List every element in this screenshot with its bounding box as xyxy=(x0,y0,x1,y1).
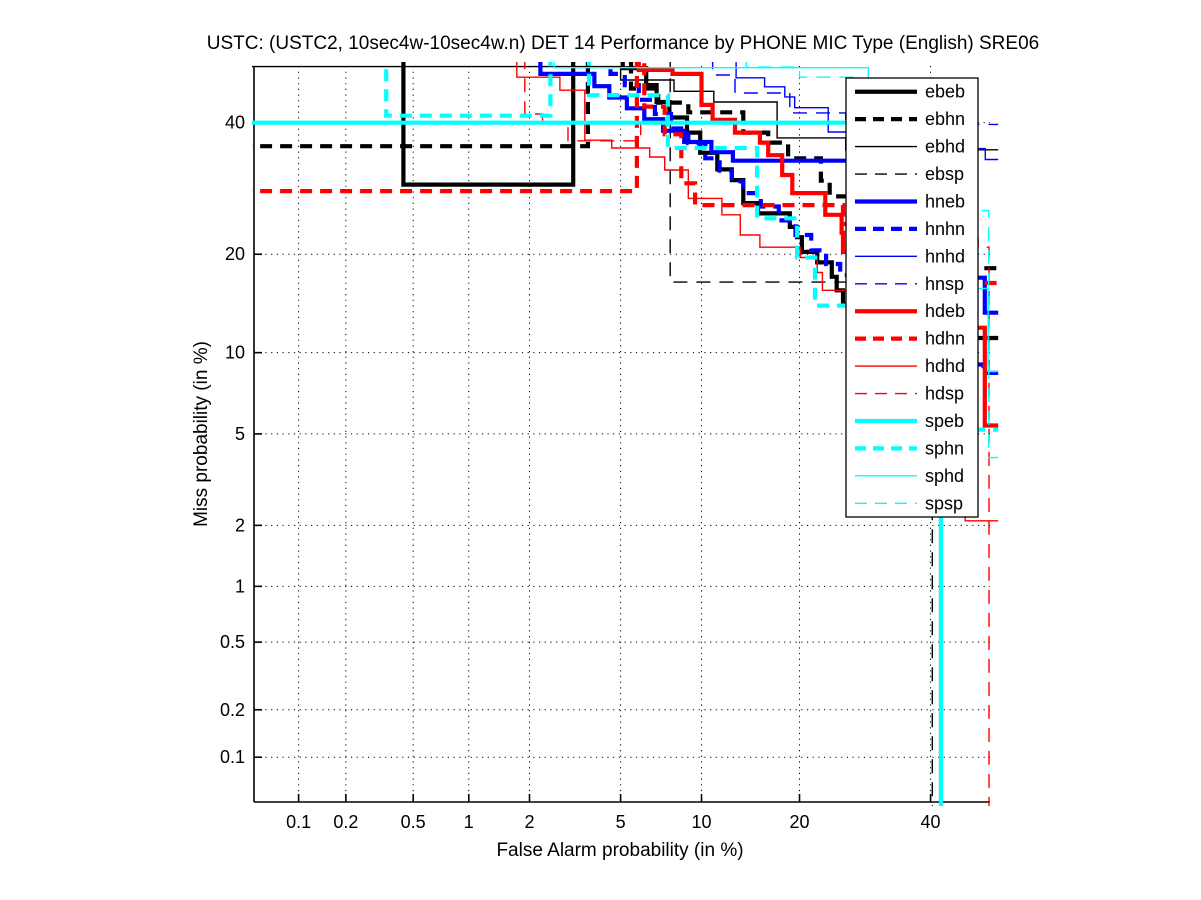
legend-entry-ebhn: ebhn xyxy=(855,109,965,129)
legend-entry-hnhd: hnhd xyxy=(855,246,965,266)
legend-entry-ebhd: ebhd xyxy=(855,137,965,157)
x-tick-label: 5 xyxy=(616,812,626,832)
legend: ebeb ebhn ebhd ebsp hneb hnhn hnhd hnsp hdeb hdhn… xyxy=(845,77,979,518)
legend-entry-hdhd: hdhd xyxy=(855,356,965,376)
curve-ebsp xyxy=(669,62,933,806)
legend-label-hdsp: hdsp xyxy=(925,384,964,404)
legend-label-hnsp: hnsp xyxy=(925,274,964,294)
x-tick-label: 40 xyxy=(921,812,941,832)
x-tick-label: 10 xyxy=(692,812,712,832)
x-tick-label: 2 xyxy=(524,812,534,832)
x-axis-label: False Alarm probability (in %) xyxy=(496,840,744,861)
x-tick-label: 20 xyxy=(790,812,810,832)
legend-label-hdeb: hdeb xyxy=(925,301,965,321)
y-tick-label: 20 xyxy=(225,244,245,264)
curve-speb xyxy=(252,120,943,806)
y-tick-label: 1 xyxy=(235,576,245,596)
legend-label-hnhd: hnhd xyxy=(925,246,965,266)
legend-entry-hdhn: hdhn xyxy=(855,329,965,349)
legend-label-hnhn: hnhn xyxy=(925,219,965,239)
y-tick-label: 10 xyxy=(225,343,245,363)
y-tick-label: 0.5 xyxy=(220,632,245,652)
legend-label-sphn: sphn xyxy=(925,438,964,458)
legend-entry-sphn: sphn xyxy=(855,438,964,458)
legend-entry-hdsp: hdsp xyxy=(855,384,964,404)
legend-entry-ebsp: ebsp xyxy=(855,164,964,184)
legend-label-ebeb: ebeb xyxy=(925,82,965,102)
x-tick-label: 0.2 xyxy=(333,812,358,832)
legend-entry-spsp: spsp xyxy=(855,493,963,513)
legend-entry-hnhn: hnhn xyxy=(855,219,965,239)
y-tick-label: 0.1 xyxy=(220,747,245,767)
legend-box xyxy=(845,77,979,518)
figure-title: USTC: (USTC2, 10sec4w-10sec4w.n) DET 14 … xyxy=(206,33,1040,54)
legend-label-hdhn: hdhn xyxy=(925,329,965,349)
legend-entry-hdeb: hdeb xyxy=(855,301,965,321)
y-axis-label: Miss probability (in %) xyxy=(191,341,212,527)
y-tick-label: 40 xyxy=(225,113,245,133)
curve-hnsp xyxy=(711,62,999,126)
legend-label-hdhd: hdhd xyxy=(925,356,965,376)
y-tick-label: 5 xyxy=(235,424,245,444)
curve-ebhn xyxy=(252,62,999,271)
y-tick-label: 0.2 xyxy=(220,700,245,720)
legend-label-speb: speb xyxy=(925,411,964,431)
legend-entry-sphd: sphd xyxy=(855,466,964,486)
legend-entry-hnsp: hnsp xyxy=(855,274,964,294)
axes xyxy=(253,66,990,803)
legend-label-ebsp: ebsp xyxy=(925,164,964,184)
y-tick-label: 2 xyxy=(235,515,245,535)
legend-label-sphd: sphd xyxy=(925,466,964,486)
legend-entry-hneb: hneb xyxy=(855,191,965,211)
legend-entry-speb: speb xyxy=(855,411,964,431)
legend-label-ebhd: ebhd xyxy=(925,137,965,157)
x-tick-label: 1 xyxy=(464,812,474,832)
legend-label-hneb: hneb xyxy=(925,191,965,211)
legend-label-ebhn: ebhn xyxy=(925,109,965,129)
tick-labels: 0.1 0.2 0.5 1 2 5 10 20 40 0.1 0.2 0.5 1 2 5 10 20 40 xyxy=(220,113,941,832)
legend-label-spsp: spsp xyxy=(925,493,963,513)
x-tick-label: 0.1 xyxy=(286,812,311,832)
x-tick-label: 0.5 xyxy=(401,812,426,832)
legend-entry-ebeb: ebeb xyxy=(855,82,965,102)
